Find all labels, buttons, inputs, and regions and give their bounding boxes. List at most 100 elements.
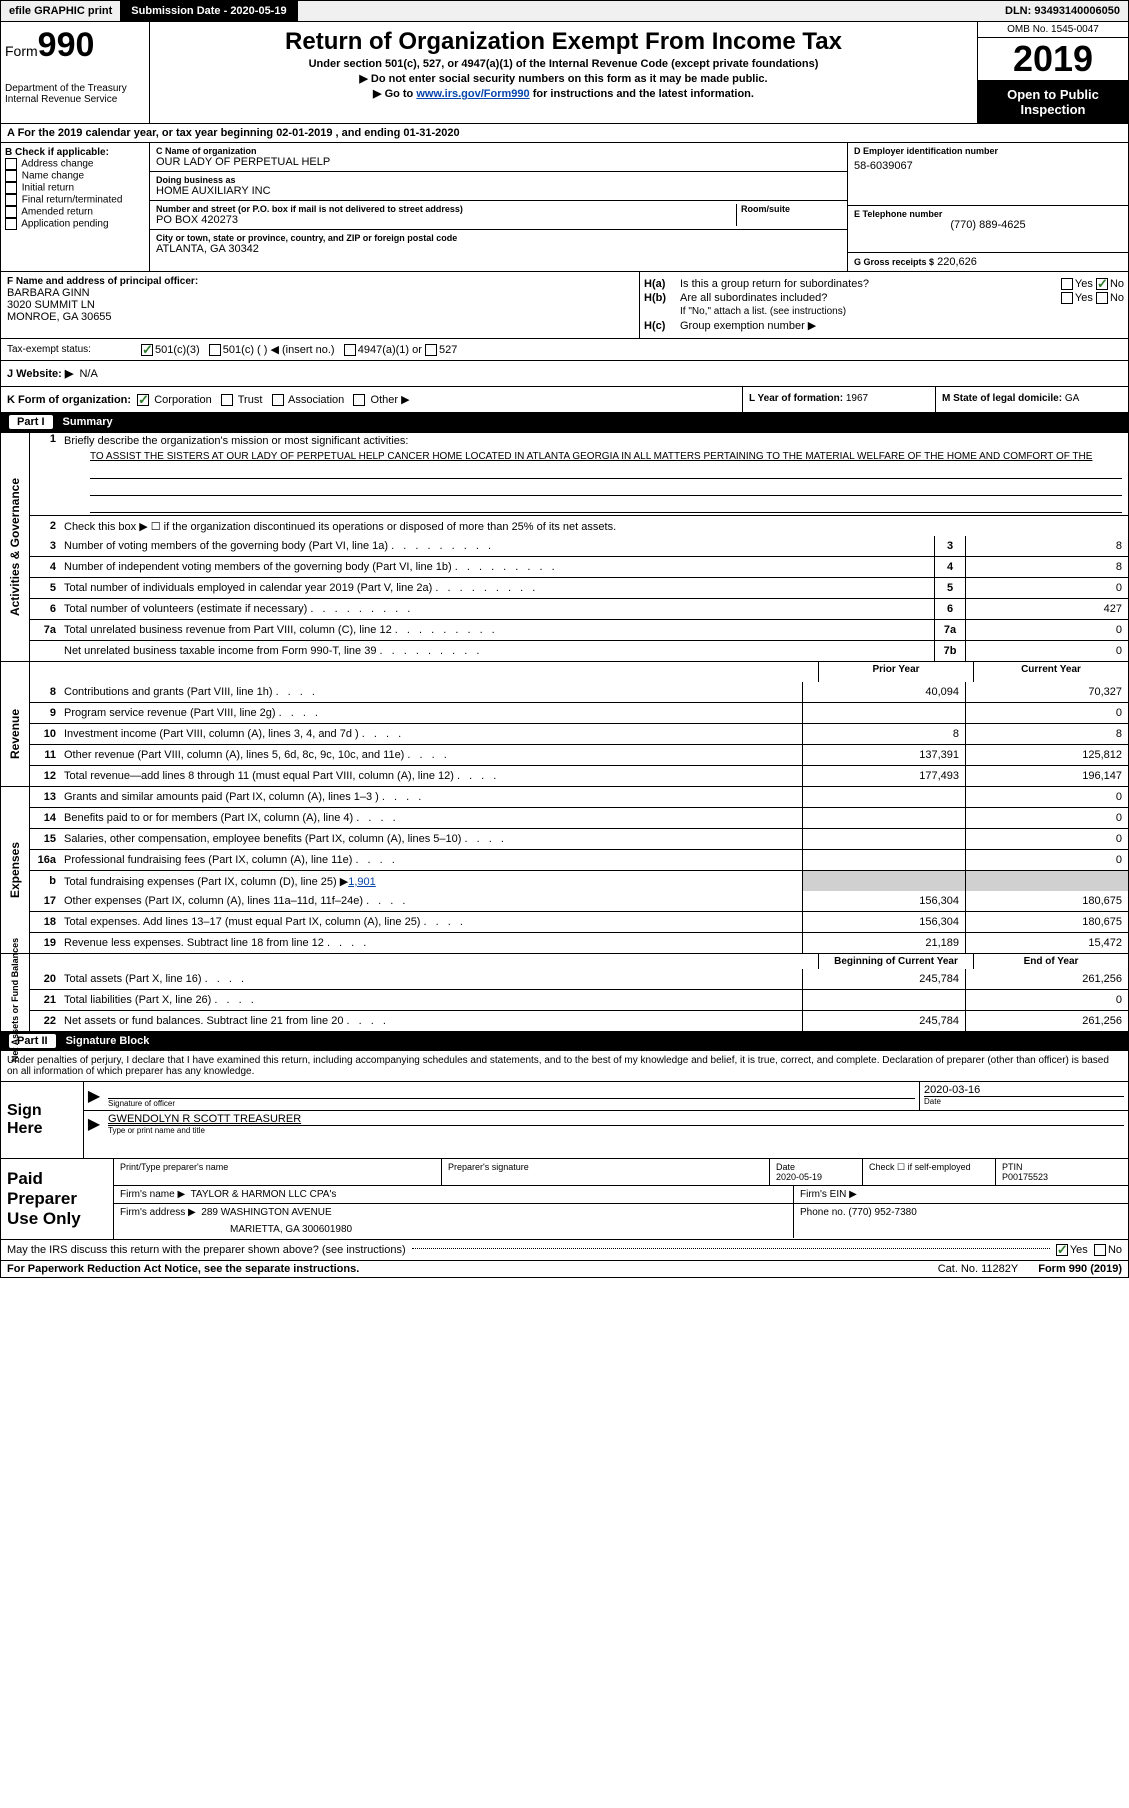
subtitle-3: ▶ Go to www.irs.gov/Form990 for instruct… bbox=[154, 87, 973, 100]
grey-cy bbox=[965, 871, 1128, 891]
sig-date-label: Date bbox=[924, 1096, 1124, 1106]
q1-num: 1 bbox=[30, 433, 60, 445]
prior-year-val bbox=[802, 787, 965, 807]
line-desc: Program service revenue (Part VIII, line… bbox=[60, 705, 802, 721]
other-checkbox[interactable] bbox=[353, 394, 365, 406]
mission-text: TO ASSIST THE SISTERS AT OUR LADY OF PER… bbox=[90, 451, 1122, 462]
opt-501c3: 501(c)(3) bbox=[155, 344, 200, 356]
goto-pre: ▶ Go to bbox=[373, 88, 416, 100]
form-990-num: 990 bbox=[38, 26, 95, 64]
checkbox[interactable] bbox=[5, 182, 17, 194]
eoy-hdr: End of Year bbox=[973, 954, 1128, 969]
line-desc: Professional fundraising fees (Part IX, … bbox=[60, 852, 802, 868]
prior-year-val bbox=[802, 990, 965, 1010]
data-line: 16aProfessional fundraising fees (Part I… bbox=[30, 849, 1128, 870]
efile-label[interactable]: efile GRAPHIC print bbox=[1, 1, 121, 21]
line-desc: Contributions and grants (Part VIII, lin… bbox=[60, 684, 802, 700]
501c3-checkbox[interactable] bbox=[141, 344, 153, 356]
dln: DLN: 93493140006050 bbox=[997, 1, 1128, 21]
omb-number: OMB No. 1545-0047 bbox=[978, 22, 1128, 38]
line-num: 14 bbox=[30, 812, 60, 824]
gov-body: 1 Briefly describe the organization's mi… bbox=[30, 433, 1128, 661]
pp-name-label: Print/Type preparer's name bbox=[114, 1159, 442, 1185]
section-f: F Name and address of principal officer:… bbox=[1, 272, 640, 338]
hb-yes-checkbox[interactable] bbox=[1061, 292, 1073, 304]
part1-num: Part I bbox=[9, 415, 53, 429]
501c-checkbox[interactable] bbox=[209, 344, 221, 356]
line-desc: Total expenses. Add lines 13–17 (must eq… bbox=[60, 914, 802, 930]
line-desc: Net assets or fund balances. Subtract li… bbox=[60, 1013, 802, 1029]
prior-year-val: 137,391 bbox=[802, 745, 965, 765]
dba-cell: Doing business as HOME AUXILIARY INC bbox=[150, 172, 847, 201]
exp-body: 13Grants and similar amounts paid (Part … bbox=[30, 787, 1128, 953]
prior-year-val: 245,784 bbox=[802, 969, 965, 989]
no-label2: No bbox=[1110, 292, 1124, 304]
trust-checkbox[interactable] bbox=[221, 394, 233, 406]
blank-line bbox=[90, 481, 1122, 496]
submission-date: Submission Date - 2020-05-19 bbox=[121, 1, 297, 21]
checkbox[interactable] bbox=[5, 158, 17, 170]
sign-body: ▶ Signature of officer 2020-03-16 Date ▶… bbox=[84, 1082, 1128, 1158]
discuss-no-checkbox[interactable] bbox=[1094, 1244, 1106, 1256]
ein-cell: D Employer identification number 58-6039… bbox=[848, 143, 1128, 206]
tel: (770) 889-4625 bbox=[854, 219, 1122, 231]
checkbox[interactable] bbox=[5, 194, 17, 206]
gov-line: 4Number of independent voting members of… bbox=[30, 556, 1128, 577]
line-num: 6 bbox=[30, 603, 60, 615]
q2-text: Check this box ▶ ☐ if the organization d… bbox=[60, 518, 1128, 535]
ha-yes-checkbox[interactable] bbox=[1061, 278, 1073, 290]
discuss-yes-checkbox[interactable] bbox=[1056, 1244, 1068, 1256]
form-header: Form990 Department of the Treasury Inter… bbox=[1, 21, 1128, 123]
check-item: Address change bbox=[5, 158, 145, 170]
officer-addr2: MONROE, GA 30655 bbox=[7, 311, 633, 323]
open-to-public: Open to Public Inspection bbox=[978, 81, 1128, 123]
prior-year-val bbox=[802, 808, 965, 828]
firm-addr2: MARIETTA, GA 300601980 bbox=[120, 1224, 787, 1235]
gov-line: 5Total number of individuals employed in… bbox=[30, 577, 1128, 598]
checkbox[interactable] bbox=[5, 170, 17, 182]
city: ATLANTA, GA 30342 bbox=[156, 243, 841, 255]
checkbox[interactable] bbox=[5, 206, 17, 218]
line-num: 13 bbox=[30, 791, 60, 803]
4947-checkbox[interactable] bbox=[344, 344, 356, 356]
phone-cell: Phone no. (770) 952-7380 bbox=[794, 1204, 1128, 1238]
section-h: H(a) Is this a group return for subordin… bbox=[640, 272, 1128, 338]
officer-label: F Name and address of principal officer: bbox=[7, 276, 633, 287]
department: Department of the Treasury Internal Reve… bbox=[5, 83, 145, 105]
phone: (770) 952-7380 bbox=[848, 1207, 916, 1218]
pp-date-label: Date bbox=[776, 1162, 856, 1172]
header-mid: Return of Organization Exempt From Incom… bbox=[150, 22, 978, 123]
527-checkbox[interactable] bbox=[425, 344, 437, 356]
checkbox[interactable] bbox=[5, 218, 17, 230]
k-row: K Form of organization: Corporation Trus… bbox=[1, 386, 1128, 412]
org-name-label: C Name of organization bbox=[156, 146, 841, 156]
subtitle-1: Under section 501(c), 527, or 4947(a)(1)… bbox=[154, 58, 973, 70]
ha-no-checkbox[interactable] bbox=[1096, 278, 1108, 290]
check-item: Amended return bbox=[5, 206, 145, 218]
line-desc: Revenue less expenses. Subtract line 18 … bbox=[60, 935, 802, 951]
boy-hdr: Beginning of Current Year bbox=[818, 954, 973, 969]
gross-cell: G Gross receipts $ 220,626 bbox=[848, 253, 1128, 271]
website-value: N/A bbox=[79, 368, 97, 380]
current-year-val: 261,256 bbox=[965, 1011, 1128, 1031]
l-val: 1967 bbox=[846, 393, 868, 404]
line-a-row: A For the 2019 calendar year, or tax yea… bbox=[1, 123, 1128, 142]
firm-name: TAYLOR & HARMON LLC CPA's bbox=[191, 1189, 337, 1200]
k-left: K Form of organization: Corporation Trus… bbox=[1, 387, 742, 412]
hb-no-checkbox[interactable] bbox=[1096, 292, 1108, 304]
col-b-header: B Check if applicable: bbox=[5, 147, 145, 158]
tel-cell: E Telephone number (770) 889-4625 bbox=[848, 206, 1128, 253]
pp-date-cell: Date 2020-05-19 bbox=[770, 1159, 863, 1185]
typed-name-cell: GWENDOLYN R SCOTT TREASURER Type or prin… bbox=[104, 1111, 1128, 1137]
fundraising-link[interactable]: 1,901 bbox=[348, 876, 376, 888]
current-year-val: 0 bbox=[965, 829, 1128, 849]
ha-label: Is this a group return for subordinates? bbox=[680, 278, 1061, 290]
corp-checkbox[interactable] bbox=[137, 394, 149, 406]
checkboxes-b: Address change Name change Initial retur… bbox=[5, 158, 145, 230]
assoc-checkbox[interactable] bbox=[272, 394, 284, 406]
part1-title: Summary bbox=[63, 416, 113, 428]
no-label: No bbox=[1110, 278, 1124, 290]
prior-year-hdr: Prior Year bbox=[818, 662, 973, 682]
opt-other: Other ▶ bbox=[371, 394, 410, 406]
instructions-link[interactable]: www.irs.gov/Form990 bbox=[416, 88, 529, 100]
